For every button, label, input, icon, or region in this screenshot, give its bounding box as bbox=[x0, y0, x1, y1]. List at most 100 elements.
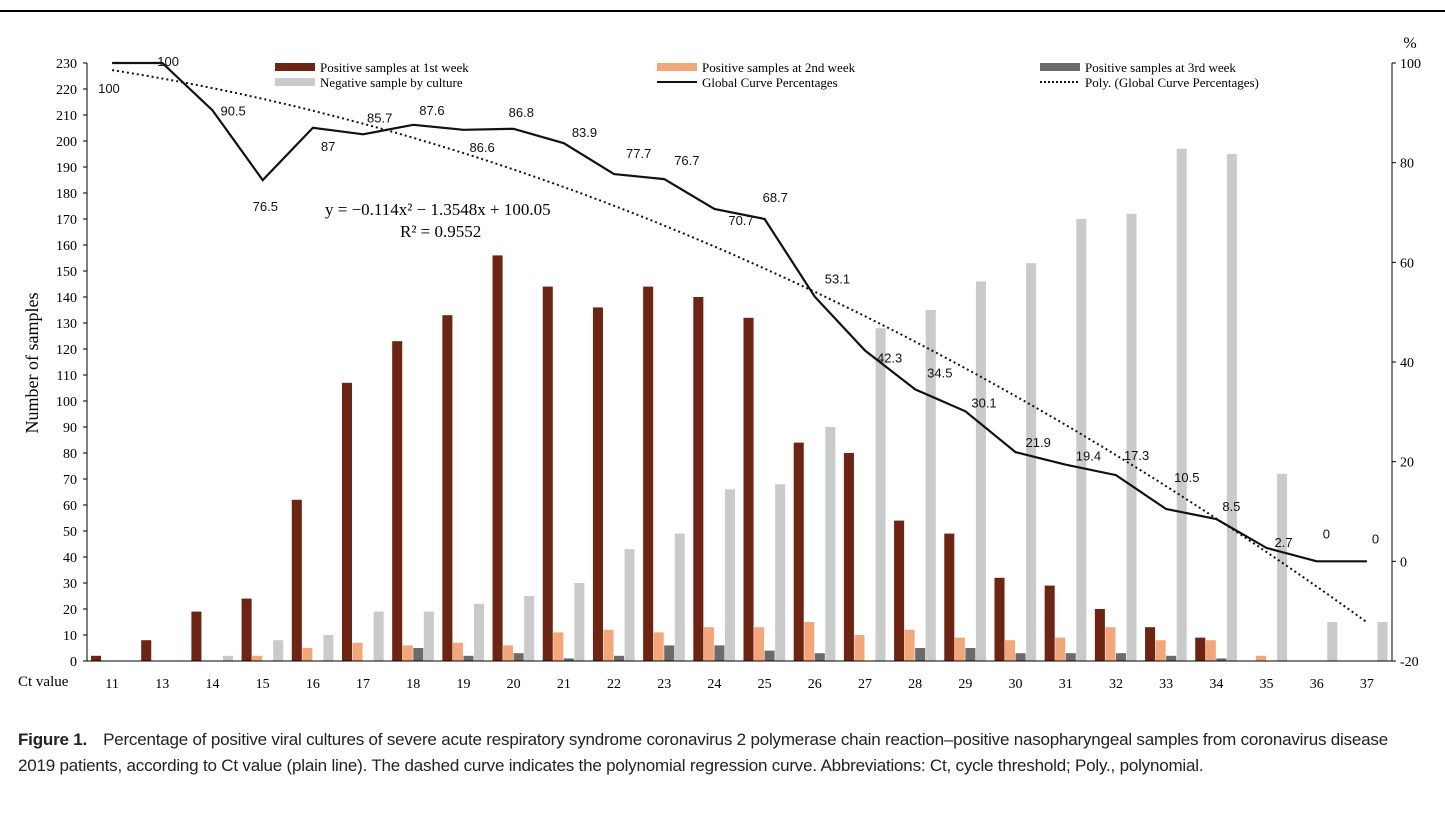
x-tick-label: 23 bbox=[657, 677, 671, 692]
x-axis-label: Ct value bbox=[18, 674, 69, 690]
y-tick-label: 170 bbox=[56, 213, 77, 228]
bar-week1 bbox=[241, 598, 252, 661]
bar-negative bbox=[1226, 154, 1237, 661]
y-tick-label: 30 bbox=[63, 577, 77, 592]
data-label: 87 bbox=[321, 139, 335, 154]
bar-week1 bbox=[1044, 585, 1055, 661]
bar-negative bbox=[825, 427, 836, 661]
bar-negative bbox=[574, 583, 585, 661]
bar-negative bbox=[975, 281, 986, 661]
y2-tick-label: 80 bbox=[1400, 157, 1414, 172]
bar-week2 bbox=[1105, 627, 1116, 661]
data-label: 100 bbox=[98, 81, 120, 96]
legend-label: Positive samples at 1st week bbox=[320, 60, 469, 75]
bar-week3 bbox=[1065, 653, 1076, 661]
x-tick-label: 36 bbox=[1310, 677, 1324, 692]
data-label: 10.5 bbox=[1174, 470, 1199, 485]
figure-label: Figure 1. bbox=[18, 730, 88, 749]
y-axis-label: Number of samples bbox=[22, 293, 42, 434]
legend-label: Positive samples at 3rd week bbox=[1085, 60, 1236, 75]
bar-week3 bbox=[1166, 655, 1177, 661]
global-curve bbox=[112, 61, 1367, 563]
x-tick-label: 28 bbox=[908, 677, 922, 692]
x-tick-label: 37 bbox=[1360, 677, 1374, 692]
bar-week1 bbox=[592, 307, 603, 661]
legend-swatch-week2 bbox=[657, 63, 697, 71]
y-tick-label: 0 bbox=[70, 655, 77, 670]
x-tick-label: 33 bbox=[1159, 677, 1173, 692]
legend-label: Positive samples at 2nd week bbox=[702, 60, 856, 75]
x-tick-label: 17 bbox=[356, 677, 370, 692]
bar-week1 bbox=[643, 286, 654, 661]
y-tick-label: 200 bbox=[56, 135, 77, 150]
y-tick-label: 150 bbox=[56, 265, 77, 280]
x-tick-label: 19 bbox=[456, 677, 470, 692]
data-label: 0 bbox=[1323, 526, 1330, 541]
data-label: 42.3 bbox=[877, 351, 902, 366]
bar-week1 bbox=[743, 317, 754, 661]
data-label: 2.7 bbox=[1275, 535, 1293, 550]
data-label: 90.5 bbox=[220, 103, 245, 118]
y-tick-label: 220 bbox=[56, 83, 77, 98]
y-tick-label: 140 bbox=[56, 291, 77, 306]
bar-week1 bbox=[843, 453, 854, 661]
bar-negative bbox=[1176, 148, 1187, 662]
data-label: 30.1 bbox=[971, 395, 996, 410]
y-tick-label: 60 bbox=[63, 499, 77, 514]
bar-negative bbox=[1076, 219, 1087, 661]
bar-week1 bbox=[894, 520, 905, 661]
bar-negative bbox=[524, 596, 535, 661]
y-tick-label: 130 bbox=[56, 317, 77, 332]
bar-week1 bbox=[542, 286, 553, 661]
bar-week3 bbox=[614, 655, 625, 661]
bar-week3 bbox=[764, 650, 775, 661]
data-label: 34.5 bbox=[927, 365, 952, 380]
y-tick-label: 190 bbox=[56, 161, 77, 176]
bar-negative bbox=[674, 533, 685, 661]
y2-tick-label: 20 bbox=[1400, 456, 1414, 471]
bar-week3 bbox=[1015, 653, 1026, 661]
y-tick-label: 210 bbox=[56, 109, 77, 124]
bar-week3 bbox=[463, 655, 474, 661]
bar-week3 bbox=[664, 645, 675, 661]
x-tick-label: 24 bbox=[707, 677, 721, 692]
bar-week2 bbox=[302, 648, 313, 661]
bar-week1 bbox=[793, 442, 804, 661]
bar-week1 bbox=[341, 382, 353, 661]
data-label: 86.8 bbox=[509, 105, 534, 120]
bar-negative bbox=[323, 635, 334, 661]
bar-week2 bbox=[553, 632, 564, 661]
x-tick-label: 21 bbox=[557, 677, 571, 692]
data-label: 85.7 bbox=[367, 110, 392, 125]
bar-week2 bbox=[653, 632, 664, 661]
x-tick-label: 22 bbox=[607, 677, 621, 692]
x-tick-label: 25 bbox=[758, 677, 772, 692]
x-tick-label: 11 bbox=[105, 677, 118, 692]
bar-week1 bbox=[91, 655, 102, 661]
bar-week2 bbox=[402, 645, 413, 661]
bar-week2 bbox=[703, 627, 714, 661]
bar-negative bbox=[1327, 622, 1338, 661]
bar-week2 bbox=[754, 627, 765, 661]
trend-curve bbox=[111, 69, 1368, 624]
bar-negative bbox=[925, 310, 936, 661]
bar-negative bbox=[373, 611, 384, 661]
bar-negative bbox=[423, 611, 434, 661]
bar-week1 bbox=[1145, 627, 1156, 661]
bar-week1 bbox=[693, 297, 704, 661]
bar-week1 bbox=[442, 315, 453, 661]
bar-week3 bbox=[915, 648, 926, 661]
y-tick-label: 80 bbox=[63, 447, 77, 462]
data-label: 87.6 bbox=[419, 103, 444, 118]
bar-week3 bbox=[413, 648, 424, 661]
bar-negative bbox=[1026, 263, 1037, 661]
bar-week2 bbox=[854, 635, 865, 661]
data-label: 17.3 bbox=[1124, 448, 1149, 463]
legend-swatch-week1 bbox=[275, 63, 315, 71]
bar-week1 bbox=[492, 255, 503, 661]
data-label: 70.7 bbox=[728, 213, 753, 228]
bar-negative bbox=[273, 640, 284, 661]
x-tick-label: 32 bbox=[1109, 677, 1123, 692]
figure-caption-text: Percentage of positive viral cultures of… bbox=[18, 730, 1388, 775]
data-label: 19.4 bbox=[1076, 449, 1101, 464]
